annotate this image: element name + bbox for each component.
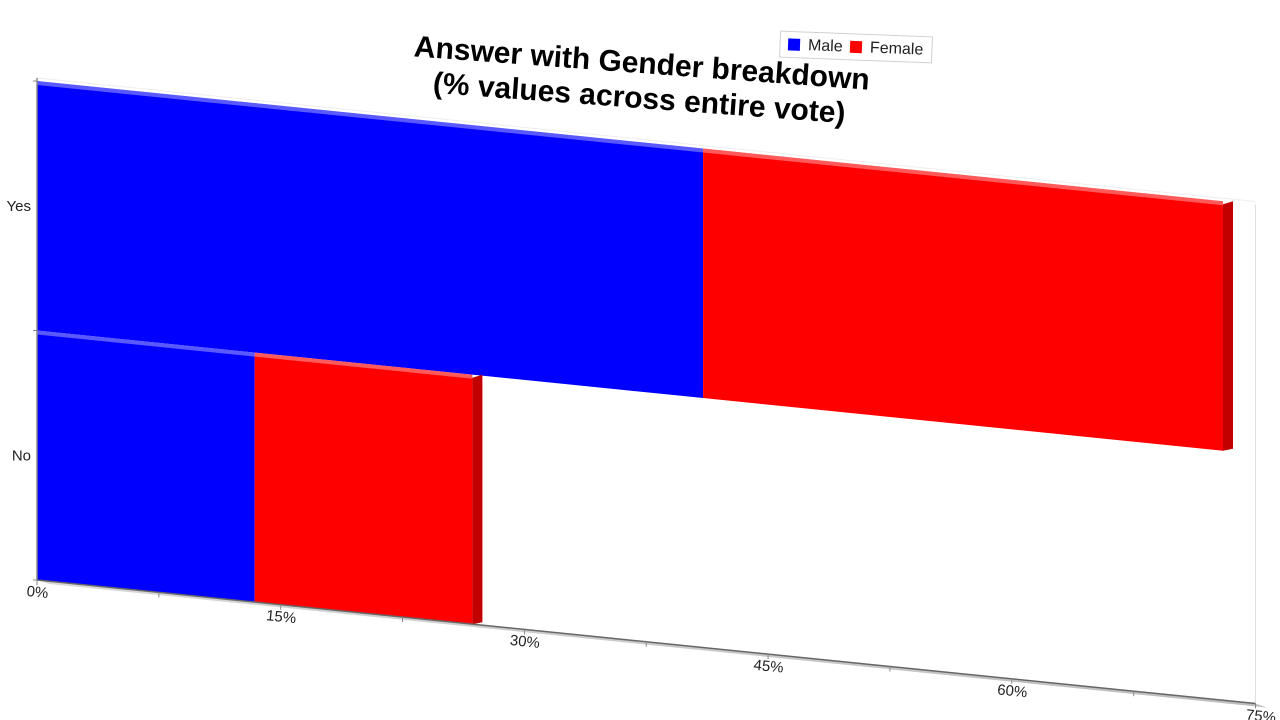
legend-label-female: Female [870,40,924,59]
bar-end-no [472,374,483,625]
x-tick-label: 15% [265,607,297,627]
x-tick-label: 75% [1245,707,1277,720]
bar-highlight-yes-female [703,148,1223,206]
category-label-no: No [12,447,31,464]
x-tick-label: 45% [753,657,785,677]
bar-yes-female[interactable] [703,148,1223,451]
plot-border-top [36,77,1256,203]
bar-highlight-no-male [37,330,255,357]
bar-end-yes [1223,201,1233,451]
legend-swatch-female [849,40,863,54]
legend[interactable]: Male Female [779,30,933,64]
legend-label-male: Male [808,37,843,55]
category-label-yes: Yes [7,198,31,215]
bar-no-male[interactable] [37,330,255,603]
bars [37,81,1233,625]
bar-highlight-yes-male [37,81,704,153]
axes: Yes No 0% 15% 30% 45% 60% 75% [7,78,1277,720]
x-tick-label: 0% [26,583,49,602]
bar-no-female[interactable] [254,352,473,625]
bar-yes-male[interactable] [37,81,704,398]
x-tick-label: 30% [509,632,541,652]
x-tick-label: 60% [996,681,1028,701]
bar-highlight-no-female [254,352,473,379]
legend-swatch-male [787,38,801,51]
